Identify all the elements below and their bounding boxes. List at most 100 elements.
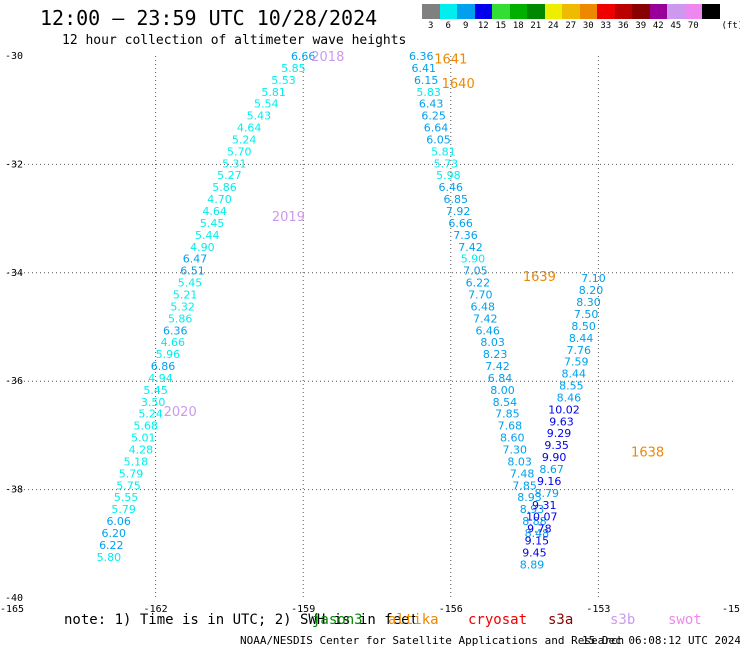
- data-point-label: 7.10: [581, 272, 606, 285]
- data-point-label: 5.54: [254, 98, 279, 111]
- data-point-label: 5.81: [431, 145, 456, 158]
- legend-label: 15: [495, 21, 507, 31]
- legend-label: 36: [617, 21, 629, 31]
- legend-item: 6: [439, 4, 457, 34]
- data-point-label: 5.81: [261, 86, 286, 99]
- data-point-label: 5.75: [116, 479, 141, 492]
- data-point-label: 5.55: [114, 491, 139, 504]
- legend-label: 24: [547, 21, 559, 31]
- legend-label: 3: [428, 21, 434, 31]
- y-tick-label: -36: [5, 376, 23, 387]
- legend-label: 9: [463, 21, 469, 31]
- data-point-label: 5.45: [143, 384, 168, 397]
- data-point-label: 8.54: [493, 396, 518, 409]
- data-point-label: 5.45: [178, 277, 203, 290]
- legend-label: 21: [530, 21, 542, 31]
- data-point-label: 7.70: [468, 288, 493, 301]
- data-point-label: 8.46: [557, 391, 582, 404]
- satellite-label-cryosat: cryosat: [468, 612, 528, 628]
- legend-item: 27: [562, 4, 580, 34]
- legend-item: 12: [474, 4, 492, 34]
- data-point-label: 9.45: [522, 546, 547, 559]
- data-point-label: 6.46: [439, 181, 464, 194]
- footer-timestamp: 15 Dec 06:08:12 UTC 2024: [582, 634, 740, 647]
- legend-swatch: [579, 4, 597, 19]
- data-point-label: 9.35: [544, 439, 569, 452]
- data-point-label: 5.98: [436, 169, 461, 182]
- legend-label: 70: [687, 21, 699, 31]
- x-tick-label: -15: [722, 604, 740, 615]
- legend-item: 42: [649, 4, 667, 34]
- data-point-label: 7.42: [485, 360, 510, 373]
- data-point-label: 4.64: [202, 205, 227, 218]
- data-point-label: 6.22: [466, 277, 491, 290]
- data-point-label: 7.85: [512, 479, 537, 492]
- y-tick-label: -32: [5, 159, 23, 170]
- footer-note: note: 1) Time is in UTC; 2) SWH is in fe…: [64, 612, 419, 628]
- legend-label: 18: [512, 21, 524, 31]
- data-point-label: 5.18: [124, 455, 149, 468]
- data-point-label: 5.45: [200, 217, 225, 230]
- x-tick-label: -159: [291, 604, 315, 615]
- data-point-label: 6.86: [151, 360, 176, 373]
- legend-swatch: [597, 4, 615, 19]
- data-point-label: 7.05: [463, 265, 488, 278]
- legend-swatch: [614, 4, 632, 19]
- data-point-label: 4.70: [207, 193, 232, 206]
- legend-item: 15: [492, 4, 510, 34]
- data-point-label: 5.24: [138, 408, 163, 421]
- legend-swatch: [492, 4, 510, 19]
- data-point-label: 5.68: [134, 420, 159, 433]
- data-point-label: 8.93: [517, 491, 542, 504]
- data-point-label: 5.21: [173, 288, 198, 301]
- legend-unit: (ft): [721, 21, 740, 31]
- data-point-label: 9.29: [547, 427, 572, 440]
- data-point-label: 6.05: [426, 133, 451, 146]
- x-tick-label: -153: [586, 604, 610, 615]
- data-point-label: 4.66: [161, 336, 186, 349]
- data-point-label: 8.00: [490, 384, 515, 397]
- time-label: 1638: [631, 446, 664, 461]
- chart-subtitle: 12 hour collection of altimeter wave hei…: [62, 33, 407, 48]
- legend-swatch: [457, 4, 475, 19]
- time-label: 1640: [442, 77, 475, 92]
- x-tick-label: -165: [0, 604, 24, 615]
- data-point-label: 4.64: [237, 122, 262, 135]
- data-point-label: 5.32: [170, 300, 195, 313]
- data-point-label: 5.83: [416, 86, 441, 99]
- data-point-label: 8.89: [520, 558, 545, 571]
- data-point-label: 8.60: [500, 432, 525, 445]
- data-point-label: 7.68: [498, 420, 523, 433]
- legend-item: 9: [457, 4, 475, 34]
- data-point-label: 7.42: [473, 312, 498, 325]
- legend-item: 24: [544, 4, 562, 34]
- legend-item: 21: [527, 4, 545, 34]
- legend-swatch: [422, 4, 440, 19]
- data-point-label: 5.53: [271, 74, 296, 87]
- data-point-label: 4.94: [148, 372, 173, 385]
- data-point-label: 6.06: [106, 515, 131, 528]
- legend-label: 27: [565, 21, 577, 31]
- data-point-label: 8.30: [576, 296, 601, 309]
- data-point-label: 5.73: [434, 157, 459, 170]
- legend-item: 70: [684, 4, 702, 34]
- legend-swatch: [649, 4, 667, 19]
- data-point-label: 6.41: [411, 62, 436, 75]
- y-tick-label: -40: [5, 593, 23, 604]
- data-point-label: 4.90: [190, 241, 215, 254]
- data-point-label: 6.66: [291, 50, 316, 63]
- legend-swatch: [527, 4, 545, 19]
- data-point-label: 8.88: [522, 515, 547, 528]
- data-point-label: 6.22: [99, 539, 124, 552]
- data-point-label: 7.92: [446, 205, 471, 218]
- legend-label: 42: [652, 21, 664, 31]
- data-point-label: 10.07: [526, 511, 558, 524]
- legend-item: 3: [422, 4, 440, 34]
- legend-swatch: [632, 4, 650, 19]
- satellite-label-swot: swot: [668, 612, 702, 628]
- time-label: 1639: [523, 270, 556, 285]
- legend-swatch: [562, 4, 580, 19]
- data-point-label: 9.90: [542, 451, 567, 464]
- data-point-label: 9.31: [532, 499, 557, 512]
